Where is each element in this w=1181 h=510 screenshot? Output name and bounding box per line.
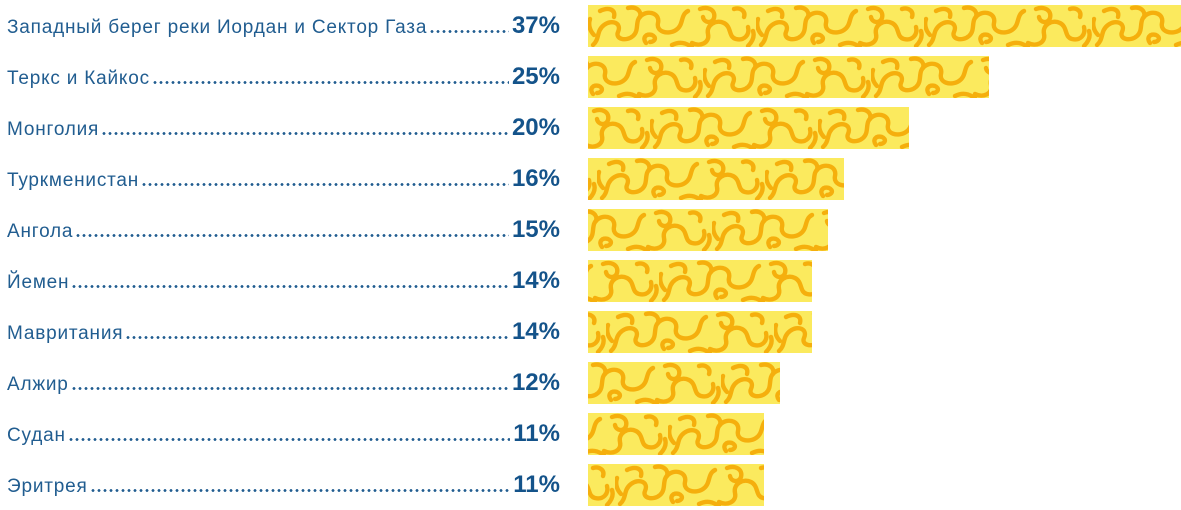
chart-row: Туркменистан 16% [0,153,1181,204]
row-value: 14% [511,266,560,294]
leader-dots [101,131,509,135]
row-value: 20% [511,113,560,141]
leader-dots [75,233,509,237]
row-value: 14% [511,317,560,345]
chart-row: Монголия 20% [0,102,1181,153]
row-label: Мавритания [7,322,124,344]
row-label: Алжир [7,373,69,395]
bar-wrap [588,412,1181,455]
leader-dots [71,284,509,288]
bar [588,310,812,353]
row-value: 37% [511,11,560,39]
bar [588,106,909,149]
bar [588,55,989,98]
bar [588,463,764,506]
bar-wrap [588,361,1181,404]
leader-dots [70,386,509,390]
bar [588,361,780,404]
bar-wrap [588,55,1181,98]
row-label-area: Западный берег реки Иордан и Сектор Газа… [7,12,560,40]
bar-wrap [588,208,1181,251]
chart-row: Судан 11% [0,408,1181,459]
row-label: Теркс и Кайкос [7,67,150,89]
row-label: Йемен [7,271,70,293]
chart-row: Йемен 14% [0,255,1181,306]
leader-dots [141,182,509,186]
bar-wrap [588,259,1181,302]
bar-wrap [588,4,1181,47]
chart-row: Мавритания 14% [0,306,1181,357]
leader-dots [429,29,509,33]
leader-dots [125,335,509,339]
leader-dots [151,80,509,84]
leader-dots [67,437,511,441]
bar [588,4,1181,47]
bar-wrap [588,106,1181,149]
row-label-area: Йемен 14% [7,267,560,295]
row-label-area: Теркс и Кайкос 25% [7,63,560,91]
row-label-area: Туркменистан 16% [7,165,560,193]
bar [588,412,764,455]
bar [588,208,828,251]
row-value: 11% [513,419,560,447]
row-label-area: Эритрея 11% [7,471,560,499]
row-value: 25% [511,62,560,90]
bar-wrap [588,310,1181,353]
bar-wrap [588,157,1181,200]
row-label-area: Мавритания 14% [7,318,560,346]
row-value: 11% [513,470,560,498]
row-value: 12% [511,368,560,396]
row-label: Монголия [7,118,100,140]
bar-wrap [588,463,1181,506]
chart-row: Эритрея 11% [0,459,1181,510]
leader-dots [89,488,511,492]
row-label-area: Судан 11% [7,420,560,448]
chart-row: Западный берег реки Иордан и Сектор Газа… [0,0,1181,51]
row-label: Западный берег реки Иордан и Сектор Газа [7,16,428,38]
chart-row: Ангола 15% [0,204,1181,255]
bar [588,259,812,302]
bar [588,157,844,200]
row-label-area: Монголия 20% [7,114,560,142]
row-value: 15% [511,215,560,243]
row-value: 16% [511,164,560,192]
row-label-area: Ангола 15% [7,216,560,244]
row-label: Судан [7,424,66,446]
chart-row: Алжир 12% [0,357,1181,408]
row-label: Эритрея [7,475,88,497]
row-label: Ангола [7,220,74,242]
row-label-area: Алжир 12% [7,369,560,397]
chart-row: Теркс и Кайкос 25% [0,51,1181,102]
row-label: Туркменистан [7,169,140,191]
